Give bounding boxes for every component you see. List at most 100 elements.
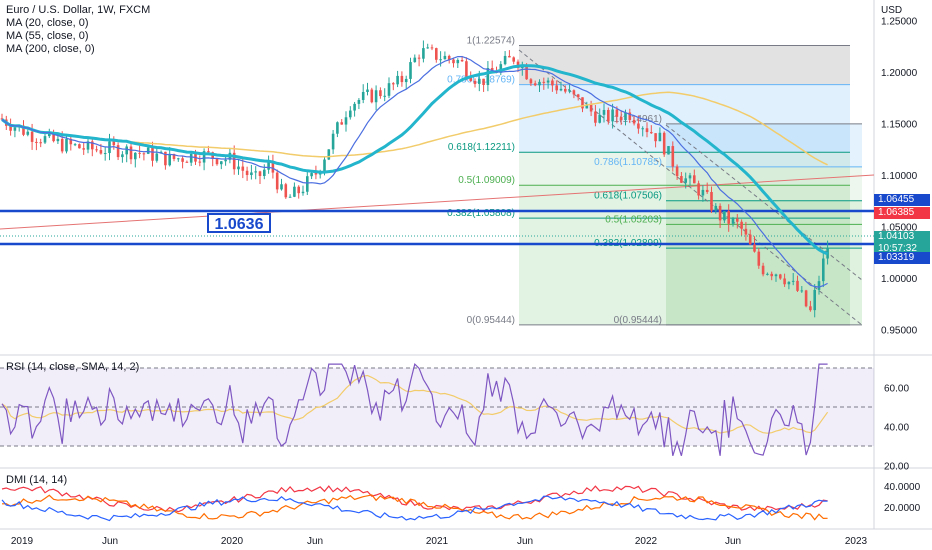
candle-body: [207, 151, 210, 153]
upper-level-badge: 1.06455: [874, 194, 930, 206]
candle-body: [693, 175, 696, 184]
candle-body: [499, 64, 503, 73]
candle-body: [232, 152, 236, 170]
main-legend: Euro / U.S. Dollar, 1W, FXCM MA (20, clo…: [6, 4, 150, 56]
candle-body: [473, 80, 477, 84]
fib-level-label: 0(0.95444): [614, 315, 662, 326]
time-axis-label: 2021: [426, 536, 449, 547]
time-axis-label: 2019: [11, 536, 34, 547]
candle-body: [301, 191, 305, 194]
candle-body: [30, 131, 34, 142]
last-price-badge: 1.04103: [874, 231, 930, 243]
candle-body: [327, 149, 331, 160]
candle-body: [331, 133, 335, 150]
rsi-tick: 40.00: [884, 423, 909, 434]
fib-level-label: 0.786(1.10785): [594, 157, 662, 168]
candle-body: [258, 171, 262, 176]
candle-body: [48, 132, 51, 137]
candle-body: [551, 80, 554, 86]
rsi-legend[interactable]: RSI (14, close, SMA, 14, 2): [6, 361, 140, 373]
candle-body: [125, 146, 128, 155]
candle-body: [671, 146, 675, 167]
candle-body: [151, 147, 154, 161]
candle-body: [288, 196, 292, 198]
candle-body: [465, 61, 468, 77]
dmi-legend[interactable]: DMI (14, 14): [6, 474, 68, 486]
time-axis-label: Jun: [725, 536, 741, 547]
fib-zone: [666, 166, 862, 201]
candle-body: [0, 118, 4, 120]
candle-body: [336, 122, 339, 134]
candle-body: [697, 183, 700, 196]
candle-body: [718, 205, 722, 221]
candle-body: [568, 90, 571, 92]
candle-body: [658, 132, 662, 142]
candle-body: [164, 151, 167, 166]
candle-body: [822, 258, 825, 282]
ma200-legend[interactable]: MA (200, close, 0): [6, 43, 95, 55]
candle-body: [379, 90, 382, 97]
candle-body: [783, 278, 786, 285]
candle-body: [585, 104, 589, 109]
candle-body: [306, 176, 309, 192]
candle-body: [641, 128, 644, 130]
candle-body: [189, 153, 193, 163]
time-axis-label: Jun: [517, 536, 533, 547]
candle-body: [91, 141, 94, 150]
candle-body: [138, 152, 141, 154]
candle-body: [297, 186, 300, 194]
candle-body: [611, 109, 614, 122]
price-tick: 1.20000: [881, 68, 918, 79]
candle-body: [224, 159, 227, 162]
candle-body: [271, 162, 275, 173]
candle-body: [35, 141, 38, 143]
candle-body: [241, 166, 245, 171]
candle-body: [417, 57, 421, 59]
trend-line: [0, 174, 875, 230]
candle-body: [86, 141, 90, 150]
candle-body: [198, 161, 202, 163]
price-tick: 1.15000: [881, 120, 918, 131]
candle-body: [52, 132, 55, 142]
candle-body: [82, 148, 85, 150]
candle-body: [361, 91, 365, 100]
candle-body: [602, 109, 606, 115]
candle-body: [284, 184, 288, 198]
candle-body: [804, 290, 808, 307]
fib-level-label: 0.618(1.07506): [594, 191, 662, 202]
candle-body: [439, 59, 442, 61]
ma55-legend[interactable]: MA (55, close, 0): [6, 30, 89, 42]
candle-body: [761, 265, 765, 275]
candle-body: [529, 79, 533, 84]
candle-body: [263, 169, 266, 176]
candle-body: [533, 83, 537, 86]
candle-body: [662, 132, 666, 155]
candle-body: [774, 274, 778, 277]
candle-body: [146, 147, 150, 154]
fib-level-label: 0.5(1.05203): [605, 214, 662, 225]
price-tick: 1.25000: [881, 17, 918, 28]
level-label[interactable]: 1.0636: [207, 213, 271, 233]
fib-level-label: 1(1.14961): [614, 114, 662, 125]
candle-body: [581, 97, 584, 109]
candle-body: [344, 117, 348, 125]
candle-body: [555, 85, 558, 91]
candle-body: [95, 149, 98, 151]
candle-body: [370, 89, 374, 103]
fib-level-label: 0(0.95444): [467, 315, 515, 326]
candle-body: [400, 75, 404, 83]
ma20-legend[interactable]: MA (20, close, 0): [6, 17, 89, 29]
fib-zone: [666, 123, 862, 167]
candle-body: [215, 158, 219, 165]
candle-body: [456, 59, 460, 64]
time-axis-label: 2020: [221, 536, 244, 547]
candle-body: [142, 153, 146, 155]
candle-body: [121, 154, 124, 158]
symbol-title[interactable]: Euro / U.S. Dollar, 1W, FXCM: [6, 4, 151, 16]
dmi-tick: 40.0000: [884, 482, 921, 493]
ma200-line: [1, 91, 828, 166]
candle-body: [632, 119, 636, 124]
candle-body: [39, 142, 42, 144]
